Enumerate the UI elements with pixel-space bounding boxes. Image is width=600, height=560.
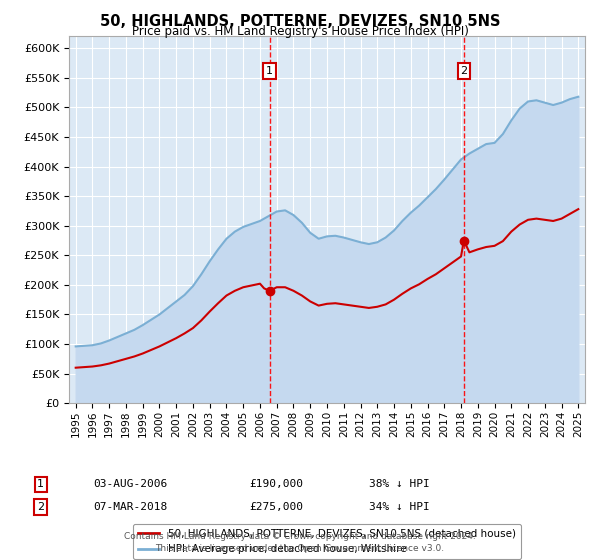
Text: £275,000: £275,000 — [249, 502, 303, 512]
Text: 34% ↓ HPI: 34% ↓ HPI — [369, 502, 430, 512]
Text: 2: 2 — [37, 502, 44, 512]
Text: Price paid vs. HM Land Registry's House Price Index (HPI): Price paid vs. HM Land Registry's House … — [131, 25, 469, 38]
Text: £190,000: £190,000 — [249, 479, 303, 489]
Text: 2: 2 — [460, 66, 467, 76]
Text: 07-MAR-2018: 07-MAR-2018 — [93, 502, 167, 512]
Text: 50, HIGHLANDS, POTTERNE, DEVIZES, SN10 5NS: 50, HIGHLANDS, POTTERNE, DEVIZES, SN10 5… — [100, 14, 500, 29]
Legend: 50, HIGHLANDS, POTTERNE, DEVIZES, SN10 5NS (detached house), HPI: Average price,: 50, HIGHLANDS, POTTERNE, DEVIZES, SN10 5… — [133, 524, 521, 559]
Text: 1: 1 — [37, 479, 44, 489]
Text: Contains HM Land Registry data © Crown copyright and database right 2024.
This d: Contains HM Land Registry data © Crown c… — [124, 533, 476, 553]
Text: 03-AUG-2006: 03-AUG-2006 — [93, 479, 167, 489]
Text: 1: 1 — [266, 66, 273, 76]
Text: 38% ↓ HPI: 38% ↓ HPI — [369, 479, 430, 489]
